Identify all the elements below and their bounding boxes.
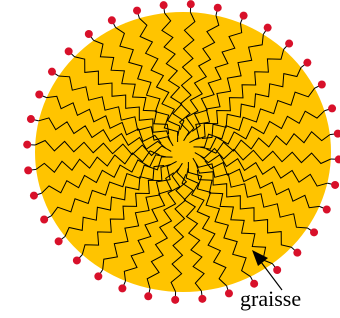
head: [198, 295, 206, 303]
head: [334, 130, 340, 138]
head: [323, 206, 331, 214]
head: [30, 192, 38, 200]
head: [35, 90, 43, 98]
head: [331, 181, 339, 189]
head: [144, 292, 152, 300]
head: [94, 272, 102, 280]
head: [55, 237, 63, 245]
head: [108, 16, 116, 24]
head: [335, 155, 340, 163]
micelle-diagram: graisse: [0, 0, 340, 318]
head: [133, 7, 141, 15]
head: [24, 166, 32, 174]
head: [303, 59, 311, 67]
micelle-core: [35, 12, 331, 292]
head: [160, 1, 168, 9]
head: [214, 4, 222, 12]
head: [73, 256, 81, 264]
head: [23, 141, 31, 149]
head: [273, 266, 281, 274]
head: [187, 0, 195, 8]
head: [310, 228, 318, 236]
head: [118, 284, 126, 292]
head: [293, 249, 301, 257]
head: [65, 47, 73, 55]
head: [285, 40, 293, 48]
head: [27, 115, 35, 123]
head: [225, 289, 233, 297]
head: [40, 216, 48, 224]
label: graisse: [240, 286, 301, 311]
head: [171, 296, 179, 304]
head: [48, 68, 56, 76]
head: [328, 104, 336, 112]
head: [318, 80, 326, 88]
head: [240, 12, 248, 20]
head: [264, 24, 272, 32]
head: [85, 30, 93, 38]
